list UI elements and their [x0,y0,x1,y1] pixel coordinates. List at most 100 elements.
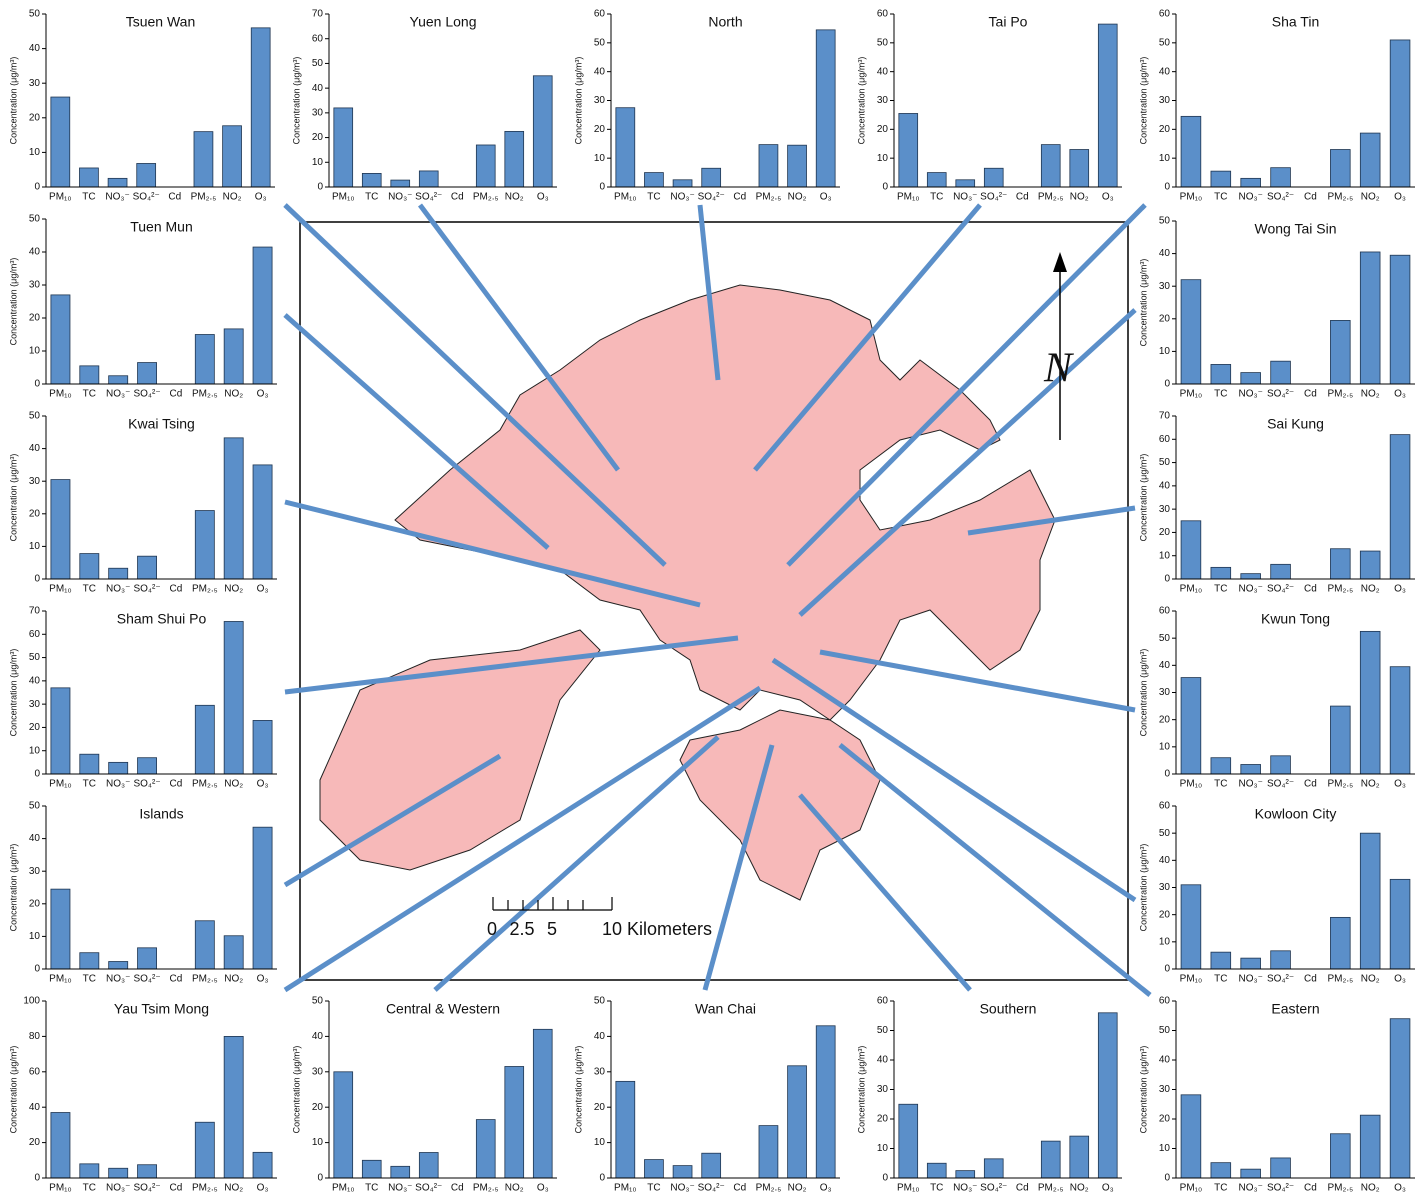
y-tick-label: 0 [882,1173,888,1184]
y-tick-label: 10 [312,1137,324,1148]
bar [955,1170,976,1179]
y-axis-label: Concentration (μg/m³) [573,57,583,145]
x-tick-label: Cd [1016,192,1029,203]
bar [1180,115,1202,188]
bar [1330,320,1351,385]
y-tick-label: 70 [1159,411,1171,422]
bar [644,172,664,188]
bar [1359,630,1381,775]
bar [252,720,273,775]
x-tick-label: Cd [170,779,183,790]
bar [983,1158,1004,1179]
bar [1330,916,1351,970]
scale-label: 5 [547,919,557,939]
x-tick-label: PM₂.₅ [756,192,782,203]
x-tick-label: PM₁₀ [332,192,355,203]
bar [758,1125,779,1179]
y-tick-label: 70 [312,9,324,20]
chart-title: Kowloon City [1255,806,1337,822]
bar [1240,177,1261,188]
bar [1359,832,1381,970]
y-tick-label: 40 [1159,660,1171,671]
y-tick-label: 40 [29,443,41,454]
y-tick-label: 20 [1159,714,1171,725]
bar [223,437,244,580]
x-tick-label: SO₄²⁻ [415,192,442,203]
y-tick-label: 20 [877,1114,889,1125]
north-label: N [1043,346,1074,392]
bar [79,753,100,775]
x-tick-label: Cd [170,584,183,595]
x-tick-label: NO₂ [223,192,242,203]
y-tick-label: 40 [594,1031,606,1042]
x-tick-label: PM₁₀ [49,389,72,400]
y-tick-label: 40 [312,1031,324,1042]
bar [108,761,129,775]
bar [758,144,779,188]
x-tick-label: Cd [170,974,183,985]
bar [926,172,947,188]
x-tick-label: PM₁₀ [49,779,72,790]
bar [1210,364,1232,385]
y-tick-label: 40 [1159,855,1171,866]
x-tick-label: PM₂.₅ [1327,389,1353,400]
y-tick-label: 0 [34,769,40,780]
x-tick-label: Cd [451,1183,464,1194]
chart-title: Sham Shui Po [117,611,207,627]
bar [223,328,244,385]
bar [815,1025,836,1179]
bar [672,179,693,188]
y-tick-label: 60 [877,996,889,1007]
y-tick-label: 20 [312,1102,324,1113]
x-tick-label: Cd [168,192,181,203]
bar [194,1121,215,1179]
y-tick-label: 10 [877,153,889,164]
bar [1240,764,1261,775]
x-tick-label: O₃ [820,1183,832,1194]
x-tick-label: PM₁₀ [1180,584,1203,595]
y-tick-label: 30 [29,866,41,877]
map-island [679,709,881,901]
y-tick-label: 60 [594,9,606,20]
x-tick-label: NO₃⁻ [106,779,130,790]
bar [137,362,157,385]
x-tick-label: NO₃⁻ [106,584,130,595]
bar [787,1065,807,1179]
y-axis-label: Concentration (μg/m³) [8,844,18,932]
bar [1359,132,1381,188]
bar [194,334,215,385]
bar [1097,23,1118,188]
x-tick-label: NO₃⁻ [105,192,129,203]
y-tick-label: 60 [877,9,889,20]
y-tick-label: 10 [1159,741,1171,752]
y-tick-label: 30 [877,95,889,106]
x-tick-label: PM₂.₅ [191,192,217,203]
x-tick-label: SO₄²⁻ [1267,974,1294,985]
y-tick-label: 0 [34,182,40,193]
scale-bar [492,897,613,911]
chart-title: Southern [980,1001,1037,1017]
x-tick-label: Cd [170,389,183,400]
x-tick-label: NO₃⁻ [1239,584,1263,595]
y-tick-label: 30 [29,699,41,710]
bar [1330,548,1351,580]
y-tick-label: 40 [29,1102,41,1113]
y-tick-label: 40 [877,66,889,77]
y-tick-label: 30 [1159,882,1171,893]
x-tick-label: O₃ [537,192,549,203]
x-tick-label: TC [83,974,96,985]
y-axis-label: Concentration (μg/m³) [1138,259,1148,347]
scale-label: 0 [487,919,497,939]
bar [252,826,273,970]
x-tick-label: NO₂ [1361,584,1380,595]
x-tick-label: O₃ [1102,1183,1114,1194]
y-tick-label: 20 [1159,124,1171,135]
x-tick-label: TC [1214,389,1227,400]
x-tick-label: PM₂.₅ [1327,974,1353,985]
bar [1359,1114,1381,1179]
x-tick-label: TC [930,192,943,203]
y-axis-label: Concentration (μg/m³) [291,57,301,145]
x-tick-label: NO₃⁻ [106,1183,130,1194]
bar [223,1036,244,1179]
